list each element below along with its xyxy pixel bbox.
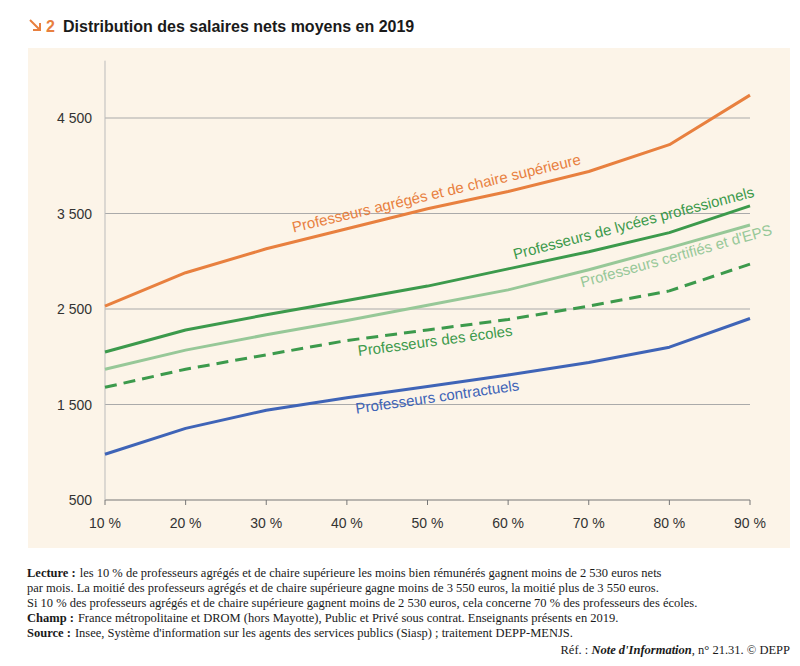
grid-line — [105, 309, 750, 310]
title-arrow — [30, 20, 40, 30]
note-line: Source : Insee, Système d'information sur… — [27, 626, 573, 640]
x-tick — [266, 500, 267, 505]
x-tick-label: 70 % — [573, 515, 605, 531]
y-tick-label: 2 500 — [57, 301, 92, 317]
y-axis-line — [105, 61, 106, 500]
note-label: Champ : — [27, 611, 74, 625]
y-tick-label: 1 500 — [57, 397, 92, 413]
chart-root: 2 Distribution des salaires nets moyens e… — [0, 0, 800, 666]
note-text: par mois. La moitié des professeurs agré… — [27, 581, 659, 595]
series-group — [105, 95, 750, 454]
note-text: les 10 % de professeurs agrégés et de ch… — [80, 566, 662, 580]
x-tick-label: 50 % — [412, 515, 444, 531]
x-tick-label: 60 % — [492, 515, 524, 531]
note-line: par mois. La moitié des professeurs agré… — [27, 581, 659, 595]
x-tick — [185, 500, 186, 505]
note-text: Insee, Système d'information sur les age… — [75, 626, 573, 640]
x-tick — [346, 500, 347, 505]
x-tick-label: 80 % — [653, 515, 685, 531]
series-line — [105, 319, 750, 455]
x-tick — [105, 500, 106, 505]
note-text: France métropolitaine et DROM (hors Mayo… — [78, 611, 619, 625]
x-tick-label: 10 % — [89, 515, 121, 531]
x-tick-label: 40 % — [331, 515, 363, 531]
reference-prefix: Réf. : — [561, 643, 592, 657]
reference: Réf. : Note d'Information, n° 21.31. © D… — [561, 643, 791, 657]
plot-panel — [28, 48, 790, 548]
x-tick-label: 30 % — [250, 515, 282, 531]
note-text: Si 10 % des professeurs agrégés et de ch… — [27, 596, 697, 610]
reference-italic: Note d'Information — [590, 643, 691, 657]
x-tick-label: 90 % — [734, 515, 766, 531]
x-tick — [427, 500, 428, 505]
note-line: Lecture : les 10 % de professeurs agrégés… — [27, 566, 662, 580]
y-tick-label: 4 500 — [57, 110, 92, 126]
note-label: Lecture : — [27, 566, 76, 580]
y-tick-label: 500 — [69, 492, 93, 508]
note-line: Champ : France métropolitaine et DROM (ho… — [27, 611, 618, 625]
grid-line — [105, 118, 750, 119]
y-tick-label: 3 500 — [57, 206, 92, 222]
series-line — [105, 95, 750, 306]
series-line — [105, 225, 750, 369]
x-tick — [508, 500, 509, 505]
chart-title: Distribution des salaires nets moyens en… — [63, 18, 414, 35]
series-label: Professeurs contractuels — [354, 376, 520, 416]
reference-suffix: , n° 21.31. © DEPP — [692, 643, 790, 657]
figure-number: 2 — [46, 18, 55, 35]
note-line: Si 10 % des professeurs agrégés et de ch… — [27, 596, 697, 610]
x-tick-label: 20 % — [170, 515, 202, 531]
note-label: Source : — [27, 626, 71, 640]
x-tick — [588, 500, 589, 505]
x-tick — [750, 500, 751, 505]
series-label: Professeurs certifiés et d'EPS — [578, 221, 773, 291]
series-label: Professeurs agrégés et de chaire supérie… — [290, 150, 582, 235]
x-tick — [669, 500, 670, 505]
series-label: Professeurs des écoles — [357, 322, 514, 359]
series-line — [105, 264, 750, 387]
